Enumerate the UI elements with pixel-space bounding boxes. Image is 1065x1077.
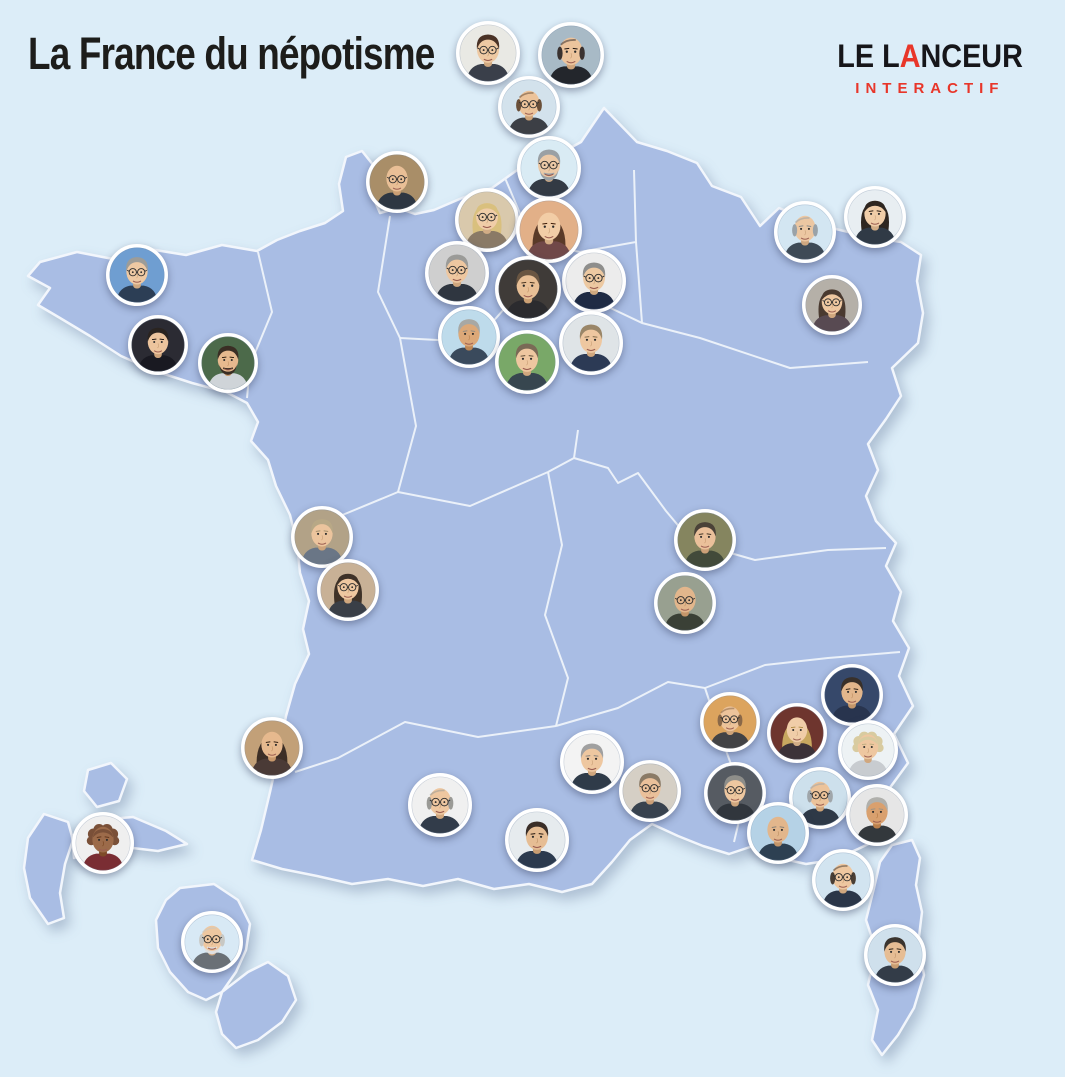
portrait-marker[interactable] (560, 730, 624, 794)
portrait-marker[interactable] (812, 849, 874, 911)
portrait-marker[interactable] (456, 21, 520, 85)
portrait-marker[interactable] (844, 186, 906, 248)
page-title: La France du népotisme (28, 28, 435, 79)
brand-accent-letter: A (899, 38, 921, 74)
portrait-marker[interactable] (128, 315, 188, 375)
portrait-marker[interactable] (181, 911, 243, 973)
portrait-marker[interactable] (72, 812, 134, 874)
overseas-island-west (22, 812, 75, 926)
portrait-marker[interactable] (498, 76, 560, 138)
portrait-marker[interactable] (538, 22, 604, 88)
portrait-marker[interactable] (495, 256, 561, 322)
portrait-marker[interactable] (408, 773, 472, 837)
overseas-island-southeast (214, 960, 298, 1050)
portrait-marker[interactable] (654, 572, 716, 634)
portrait-marker[interactable] (366, 151, 428, 213)
portrait-marker[interactable] (747, 802, 809, 864)
portrait-marker[interactable] (700, 692, 760, 752)
portrait-marker[interactable] (106, 244, 168, 306)
portrait-marker[interactable] (619, 760, 681, 822)
brand-tagline: INTERACTIF (855, 80, 1005, 97)
portrait-marker[interactable] (241, 717, 303, 779)
portrait-marker[interactable] (562, 249, 626, 313)
portrait-marker[interactable] (516, 197, 582, 263)
portrait-marker[interactable] (425, 241, 489, 305)
portrait-marker[interactable] (198, 333, 258, 393)
portrait-marker[interactable] (846, 784, 908, 846)
brand-logo: LE LANCEUR INTERACTIF (827, 40, 1033, 97)
portrait-marker[interactable] (455, 188, 519, 252)
portrait-marker[interactable] (838, 720, 898, 780)
portrait-marker[interactable] (674, 509, 736, 571)
france-mainland (26, 106, 925, 894)
portrait-marker[interactable] (559, 311, 623, 375)
portrait-marker[interactable] (864, 924, 926, 986)
portrait-marker[interactable] (438, 306, 500, 368)
portrait-marker[interactable] (767, 703, 827, 763)
brand-wordmark: LE LANCEUR (837, 38, 1023, 74)
portrait-marker[interactable] (517, 136, 581, 200)
portrait-marker[interactable] (802, 275, 862, 335)
portrait-marker[interactable] (291, 506, 353, 568)
portrait-marker[interactable] (774, 201, 836, 263)
portrait-marker[interactable] (821, 664, 883, 726)
portrait-marker[interactable] (704, 762, 766, 824)
portrait-marker[interactable] (505, 808, 569, 872)
portrait-marker[interactable] (317, 559, 379, 621)
portrait-marker[interactable] (495, 330, 559, 394)
overseas-island-north (82, 761, 129, 809)
